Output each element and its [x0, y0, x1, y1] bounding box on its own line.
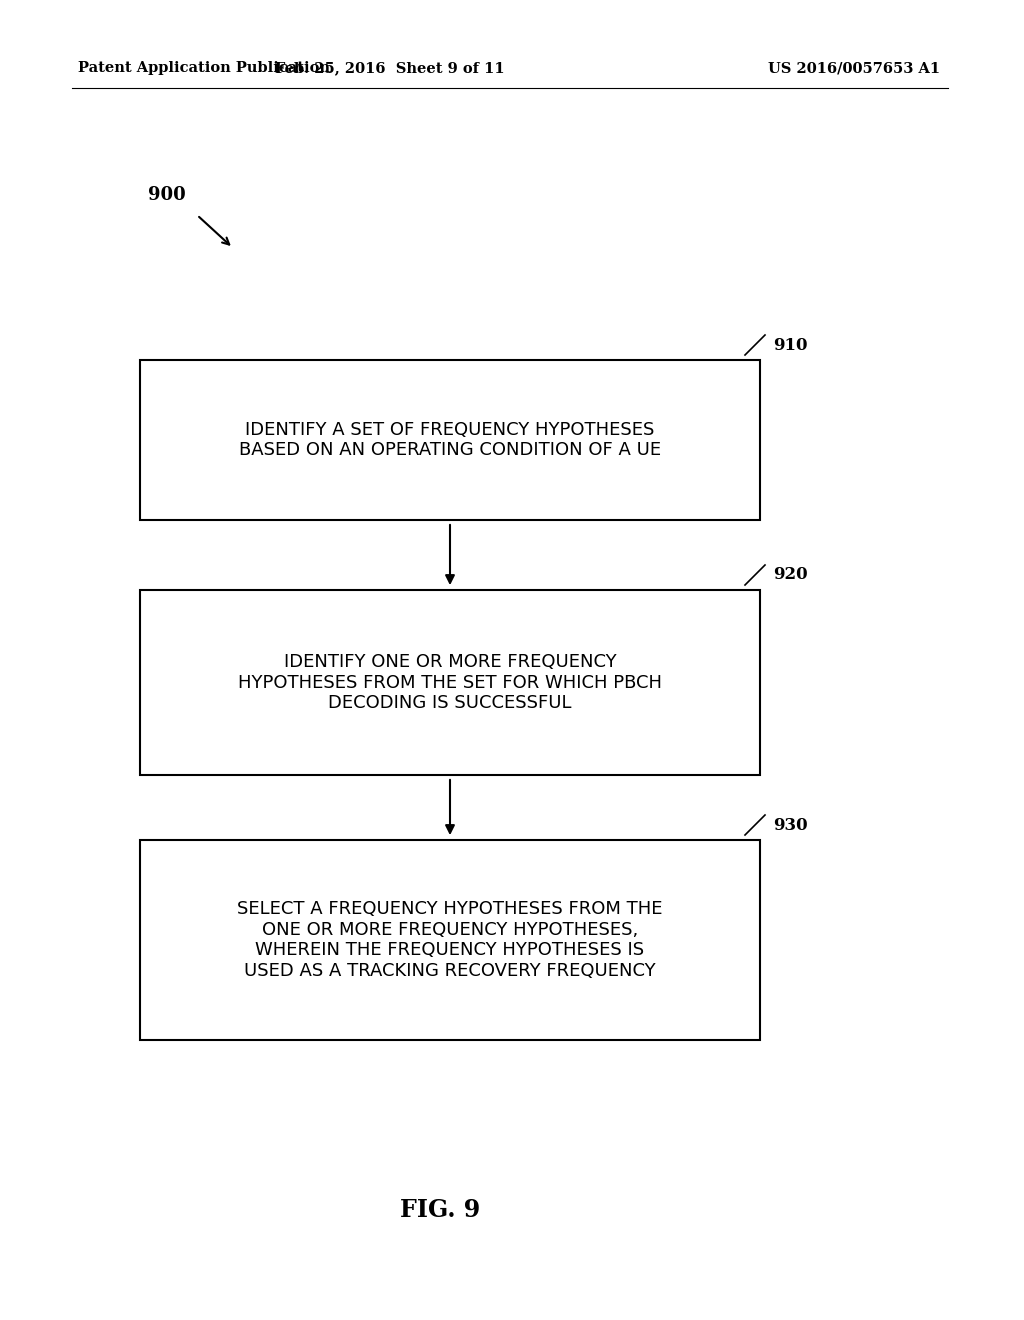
Text: IDENTIFY A SET OF FREQUENCY HYPOTHESES
BASED ON AN OPERATING CONDITION OF A UE: IDENTIFY A SET OF FREQUENCY HYPOTHESES B…: [239, 421, 662, 459]
Bar: [140, 590, 760, 775]
Text: Feb. 25, 2016  Sheet 9 of 11: Feb. 25, 2016 Sheet 9 of 11: [275, 61, 505, 75]
Bar: [140, 840, 760, 1040]
Text: US 2016/0057653 A1: US 2016/0057653 A1: [768, 61, 940, 75]
Text: IDENTIFY ONE OR MORE FREQUENCY
HYPOTHESES FROM THE SET FOR WHICH PBCH
DECODING I: IDENTIFY ONE OR MORE FREQUENCY HYPOTHESE…: [238, 652, 662, 713]
Text: 930: 930: [773, 817, 808, 833]
Text: FIG. 9: FIG. 9: [400, 1199, 480, 1222]
Text: SELECT A FREQUENCY HYPOTHESES FROM THE
ONE OR MORE FREQUENCY HYPOTHESES,
WHEREIN: SELECT A FREQUENCY HYPOTHESES FROM THE O…: [238, 900, 663, 981]
Text: 920: 920: [773, 566, 808, 583]
Text: 910: 910: [773, 337, 808, 354]
Bar: [140, 360, 760, 520]
Text: 900: 900: [148, 186, 185, 205]
Text: Patent Application Publication: Patent Application Publication: [78, 61, 330, 75]
